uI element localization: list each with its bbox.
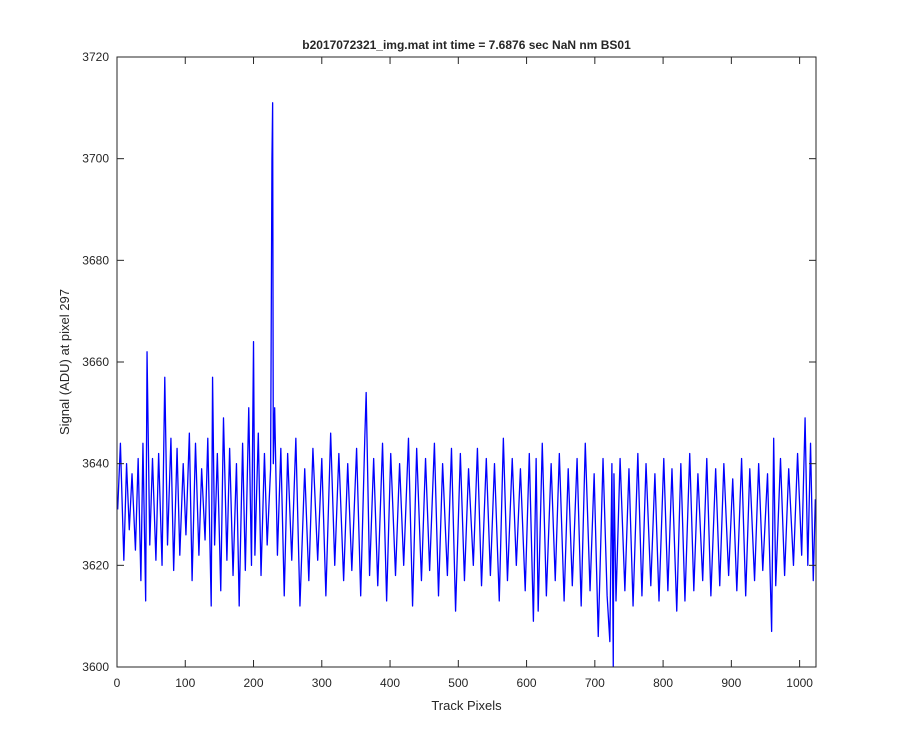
series-line: [117, 102, 816, 667]
x-tick-label: 0: [114, 676, 121, 690]
chart-title: b2017072321_img.mat int time = 7.6876 se…: [302, 38, 631, 52]
y-tick-label: 3620: [82, 558, 109, 572]
y-axis-label: Signal (ADU) at pixel 297: [57, 289, 72, 435]
series-layer: [117, 102, 816, 667]
y-tick-label: 3680: [82, 253, 109, 267]
x-tick-label: 900: [721, 676, 741, 690]
x-tick-label: 200: [244, 676, 264, 690]
x-tick-label: 300: [312, 676, 332, 690]
y-tick-label: 3600: [82, 660, 109, 674]
y-tick-label: 3720: [82, 50, 109, 64]
y-tick-label: 3640: [82, 457, 109, 471]
x-tick-label: 1000: [786, 676, 813, 690]
x-tick-label: 800: [653, 676, 673, 690]
x-tick-label: 400: [380, 676, 400, 690]
x-tick-label: 700: [585, 676, 605, 690]
x-tick-label: 500: [448, 676, 468, 690]
x-axis-label: Track Pixels: [431, 698, 502, 713]
y-tick-label: 3660: [82, 355, 109, 369]
x-tick-label: 600: [517, 676, 537, 690]
y-tick-label: 3700: [82, 152, 109, 166]
ticks-layer: 0 100 200 300 400 500 600 700 800 900 1000 3600 3620…: [82, 50, 816, 690]
x-tick-label: 100: [175, 676, 195, 690]
